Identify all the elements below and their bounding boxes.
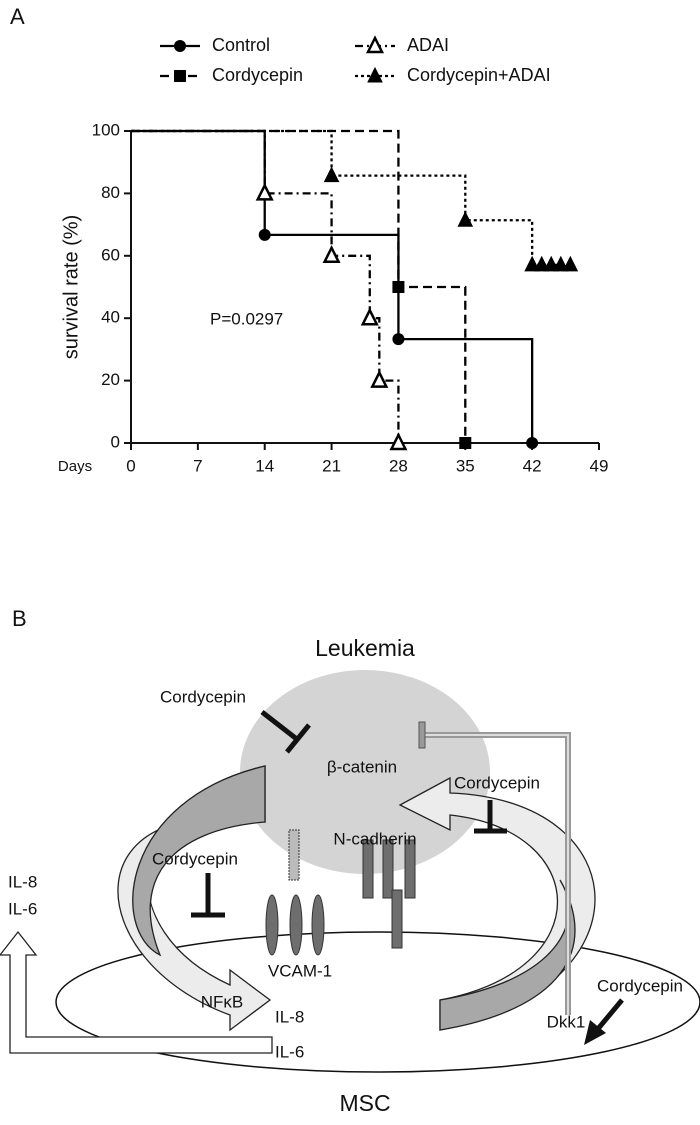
inhibit-bar (418, 721, 426, 749)
survival-chart: 0 20 40 60 80 100 0 7 14 21 28 35 42 49 Days survival r… (58, 35, 609, 476)
inhibit-line (260, 710, 300, 742)
vcam-1 (311, 894, 325, 956)
legend-label: Control (212, 35, 270, 55)
marker (526, 437, 539, 449)
survival-line (131, 129, 400, 443)
legend-marker (174, 40, 186, 52)
protein-label: VCAM-1 (268, 961, 332, 980)
panel-label: A (10, 4, 25, 29)
protein-label: β-catenin (327, 757, 397, 776)
n-cadherin (382, 839, 394, 899)
y-tick-label: 20 (101, 370, 120, 389)
n-cadherin (362, 839, 374, 899)
annotation: P=0.0297 (210, 309, 283, 328)
cell-label: Leukemia (315, 635, 415, 661)
vcam-1 (265, 894, 279, 956)
marker (370, 369, 389, 388)
x-tick-label: 49 (590, 456, 609, 475)
cytokine-label: IL-6 (275, 1042, 304, 1061)
n-cadherin (404, 839, 416, 899)
x-tick-label: 42 (523, 456, 542, 475)
dkk1-path (425, 734, 569, 1015)
legend-marker (365, 35, 385, 54)
marker (258, 228, 271, 241)
x-tick-label: 0 (126, 456, 135, 475)
x-tick-label: 7 (193, 456, 202, 475)
marker (255, 182, 274, 201)
legend-label: Cordycepin (212, 65, 303, 85)
drug-label: Cordycepin (160, 687, 246, 706)
protein-label: N-cadherin (333, 829, 416, 848)
left-arrow-shade (132, 765, 266, 957)
n-cadherin (391, 889, 403, 949)
drug-label: Cordycepin (454, 773, 540, 792)
marker (360, 307, 379, 326)
marker (389, 432, 408, 451)
y-tick-label: 60 (101, 245, 120, 264)
y-tick-label: 40 (101, 308, 120, 327)
survival-line (131, 129, 571, 266)
marker (392, 333, 405, 346)
x-tick-label: 28 (389, 456, 408, 475)
drug-label: Cordycepin (597, 976, 683, 995)
right-arrow-shade (439, 879, 576, 1031)
leukemia-cell (240, 670, 490, 874)
marker (459, 437, 472, 449)
marker (392, 281, 405, 293)
activate-line (595, 998, 624, 1032)
marker (457, 211, 474, 227)
y-tick-label: 100 (92, 120, 120, 139)
secretion-arrow (0, 930, 273, 1054)
panel-label: B (12, 606, 27, 631)
cytokine-label: IL-8 (275, 1007, 304, 1026)
marker (322, 245, 341, 264)
cytokine-label: IL-8 (8, 872, 37, 891)
drug-label: Cordycepin (152, 849, 238, 868)
vla-4 (288, 829, 300, 881)
x-axis-label: Days (58, 458, 92, 475)
protein-label: Dkk1 (547, 1012, 586, 1031)
diagram: B Leukemia Cordycepin β (0, 606, 700, 1116)
y-axis-label: survival rate (%) (60, 215, 82, 359)
marker (552, 255, 569, 272)
cytokine-label: IL-6 (8, 899, 37, 918)
y-tick-label: 0 (111, 432, 120, 451)
marker (562, 255, 579, 272)
inhibit-bar (285, 723, 311, 754)
cell-label: MSC (339, 1090, 390, 1116)
marker (543, 255, 560, 272)
vcam-1 (289, 894, 303, 956)
legend-marker (367, 66, 383, 83)
arrow-head (584, 1020, 606, 1045)
protein-label: NFκB (201, 992, 244, 1011)
marker (323, 166, 340, 183)
x-tick-label: 21 (322, 456, 341, 475)
marker (524, 255, 540, 272)
x-tick-label: 14 (255, 456, 274, 475)
x-tick-label: 35 (456, 456, 475, 475)
legend-label: Cordycepin+ADAI (407, 65, 551, 85)
legend-label: ADAI (407, 35, 449, 55)
survival-line (131, 129, 467, 443)
legend-marker (174, 70, 186, 82)
marker (533, 255, 550, 272)
y-tick-label: 80 (101, 183, 120, 202)
